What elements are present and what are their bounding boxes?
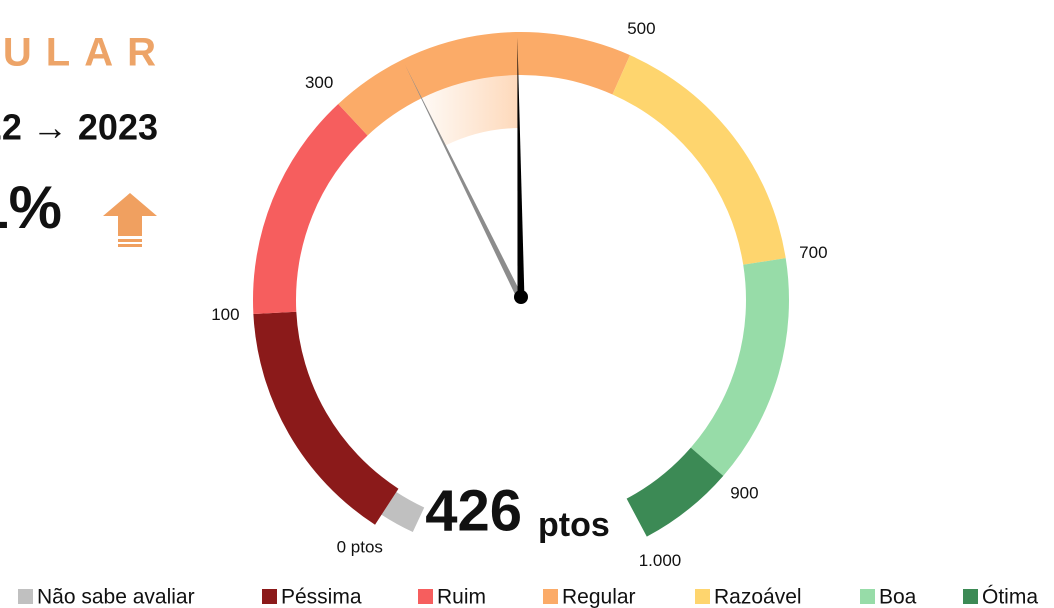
legend-swatch: [860, 589, 875, 604]
legend-label: Ótima: [982, 586, 1038, 608]
gauge-segment: [252, 103, 368, 315]
legend-label: Não sabe avaliar: [37, 586, 195, 608]
up-arrow-icon: [103, 193, 157, 247]
legend-item: Regular: [543, 586, 636, 608]
tick-label: 700: [799, 243, 827, 262]
legend-label: Boa: [879, 586, 917, 608]
gauge-value: 426: [425, 478, 522, 543]
legend-item: Razoável: [695, 586, 802, 608]
legend-swatch: [963, 589, 978, 604]
status: GULAR: [0, 31, 170, 75]
legend-label: Razoável: [714, 586, 802, 608]
legend-swatch: [695, 589, 710, 604]
tick-label: 1.000: [639, 551, 682, 570]
needle-hub: [514, 290, 528, 304]
change-wedge: [418, 68, 519, 146]
legend-label: Regular: [562, 586, 636, 608]
legend-label: Ruim: [437, 586, 486, 608]
gauge-unit: ptos: [538, 506, 610, 544]
legend-item: Ruim: [418, 586, 486, 608]
gauge-segment: [690, 258, 789, 476]
legend-label: Péssima: [281, 586, 362, 608]
gauge-segment: [612, 55, 786, 265]
change: 21%: [0, 174, 62, 241]
no-answer-segment: [381, 492, 425, 533]
legend-item: Não sabe avaliar: [18, 586, 195, 608]
tick-label: 0 ptos: [337, 538, 383, 557]
legend-item: Ótima: [963, 586, 1038, 608]
tick-label: 100: [211, 305, 239, 324]
legend-swatch: [262, 589, 277, 604]
legend-swatch: [543, 589, 558, 604]
gauge-segment: [626, 447, 724, 537]
needle: [517, 38, 525, 301]
legend-swatch: [18, 589, 33, 604]
period: 22 → 2023: [0, 107, 158, 148]
tick-label: 900: [730, 484, 758, 503]
legend-item: Péssima: [262, 586, 362, 608]
tick-label: 300: [305, 73, 333, 92]
tick-label: 500: [627, 19, 655, 38]
legend-swatch: [418, 589, 433, 604]
gauge-segment: [338, 31, 631, 136]
previous-needle: [405, 65, 524, 302]
legend-item: Boa: [860, 586, 917, 608]
gauge-segment: [253, 311, 399, 525]
